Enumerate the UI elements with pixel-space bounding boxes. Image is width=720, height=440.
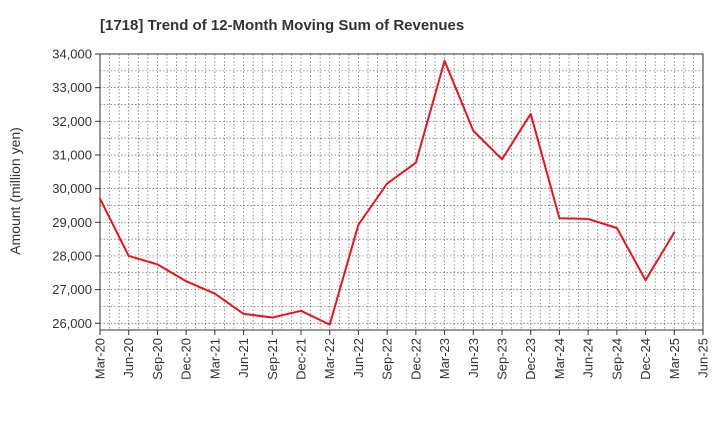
x-tick-label: Dec-22 [408, 338, 423, 380]
x-tick-label: Jun-21 [236, 338, 251, 378]
x-tick-label: Mar-20 [93, 338, 108, 379]
x-tick-label: Sep-21 [265, 338, 280, 380]
y-tick-label: 31,000 [52, 147, 92, 162]
x-tick-label: Jun-24 [581, 338, 596, 378]
x-tick-label: Jun-22 [351, 338, 366, 378]
x-tick-label: Mar-23 [437, 338, 452, 379]
grid-lines [100, 54, 703, 330]
plot-frame [99, 53, 704, 331]
chart-title: [1718] Trend of 12-Month Moving Sum of R… [100, 17, 464, 34]
y-tick-label: 30,000 [52, 181, 92, 196]
x-tick-label: Mar-21 [207, 338, 222, 379]
x-tick-label: Dec-24 [638, 338, 653, 380]
x-axis-ticks: Mar-20 Jun-20 Sep-20 Dec-20 Mar-21 Jun-21 Sep-… [93, 330, 711, 380]
x-tick-label: Sep-22 [380, 338, 395, 380]
x-tick-label: Mar-25 [667, 338, 682, 379]
x-tick-label: Sep-23 [495, 338, 510, 380]
x-tick-label: Jun-23 [466, 338, 481, 378]
y-axis-ticks: 26,000 27,000 28,000 29,000 30,000 31,000 32,0… [52, 47, 100, 331]
y-axis-label: Amount (million yen) [7, 127, 23, 255]
x-tick-label: Jun-25 [696, 338, 711, 378]
y-tick-label: 26,000 [52, 316, 92, 331]
y-tick-label: 29,000 [52, 215, 92, 230]
y-tick-label: 28,000 [52, 248, 92, 263]
x-tick-label: Mar-24 [552, 338, 567, 379]
x-tick-label: Sep-24 [609, 338, 624, 380]
y-tick-label: 34,000 [52, 47, 92, 62]
x-tick-label: Dec-23 [523, 338, 538, 380]
x-tick-label: Jun-20 [121, 338, 136, 378]
y-tick-label: 33,000 [52, 80, 92, 95]
series-line [99, 59, 676, 326]
y-tick-label: 27,000 [52, 282, 92, 297]
x-tick-label: Sep-20 [150, 338, 165, 380]
y-tick-label: 32,000 [52, 114, 92, 129]
x-tick-label: Mar-22 [322, 338, 337, 379]
x-tick-label: Dec-20 [179, 338, 194, 380]
x-tick-label: Dec-21 [294, 338, 309, 380]
series-layer [99, 59, 676, 326]
